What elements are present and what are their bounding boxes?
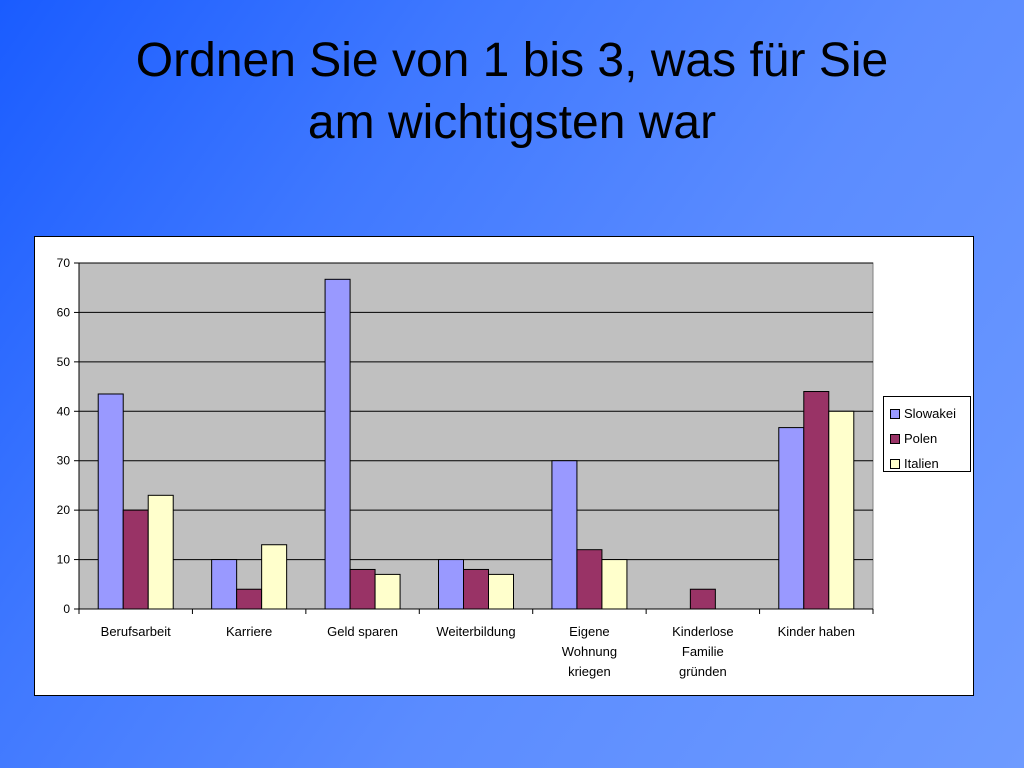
x-category-label: Eigene Wohnung kriegen — [532, 622, 646, 682]
bar-polen-0 — [122, 509, 149, 610]
chart-container: 0 10 20 30 40 50 60 70 Berufsarbeit Karriere Geld… — [34, 236, 974, 696]
y-tick-label: 60 — [57, 305, 71, 319]
slide-title-line-2: am wichtigsten war — [307, 96, 717, 149]
x-category-label-line: Geld sparen — [327, 624, 398, 639]
legend-item-slowakei: Slowakei — [890, 401, 970, 426]
y-tick-label: 0 — [63, 602, 70, 616]
bar-slowakei-0 — [97, 393, 124, 610]
x-category-label-line: Weiterbildung — [436, 624, 516, 639]
bar-chart: 0 10 20 30 40 50 60 70 — [57, 256, 874, 616]
x-category-label-line: Familie — [681, 644, 724, 659]
bar-italien-1 — [261, 544, 288, 610]
x-category-label: Berufsarbeit — [79, 622, 193, 642]
legend-item-italien: Italien — [890, 451, 970, 476]
y-tick-label: 70 — [57, 256, 71, 270]
bar-polen-5 — [689, 588, 716, 610]
slide-title-line-1: Ordnen Sie von 1 bis 3, was für Sie — [135, 34, 889, 87]
y-tick-label: 10 — [57, 553, 71, 567]
legend-item-polen: Polen — [890, 426, 970, 451]
y-tick-label: 20 — [57, 503, 71, 517]
legend-label: Italien — [904, 456, 939, 471]
plot-area — [78, 262, 874, 610]
bar-polen-6 — [803, 391, 830, 610]
bar-italien-2 — [374, 573, 401, 610]
y-tick-label: 50 — [57, 355, 71, 369]
chart-legend: Slowakei Polen Italien — [883, 396, 971, 472]
bar-polen-3 — [463, 568, 489, 610]
bar-italien-0 — [147, 494, 174, 610]
bar-slowakei-4 — [551, 460, 578, 610]
y-tick-label: 40 — [57, 404, 71, 418]
bar-italien-6 — [828, 410, 855, 610]
x-category-label-line: gründen — [678, 664, 727, 679]
bar-polen-4 — [576, 549, 603, 610]
bar-italien-4 — [601, 559, 628, 610]
legend-label: Slowakei — [904, 406, 957, 421]
x-category-label: Kinder haben — [759, 622, 873, 642]
slide-title: Ordnen Sie von 1 bis 3, was für Sie am w… — [0, 30, 1024, 154]
legend-swatch — [890, 433, 900, 444]
bar-polen-1 — [236, 588, 263, 610]
x-category-label-line: Kinder haben — [777, 624, 855, 639]
y-tick-label: 30 — [57, 454, 71, 468]
bar-polen-2 — [349, 568, 376, 610]
bar-slowakei-2 — [324, 278, 351, 610]
x-category-label-line: Wohnung — [561, 644, 618, 659]
x-category-label: Weiterbildung — [419, 622, 533, 642]
legend-label: Polen — [904, 431, 938, 446]
bar-slowakei-6 — [778, 427, 805, 610]
bar-slowakei-3 — [438, 559, 464, 610]
x-category-label: Geld sparen — [306, 622, 420, 642]
x-category-label: Kinderlose Familie gründen — [646, 622, 760, 682]
bar-italien-3 — [488, 573, 514, 610]
x-category-label-line: Kinderlose — [672, 624, 734, 639]
x-category-label: Karriere — [192, 622, 306, 642]
legend-swatch — [890, 408, 900, 419]
x-category-label-line: Eigene — [569, 624, 610, 639]
x-category-label-line: Karriere — [226, 624, 273, 639]
x-category-label-line: Berufsarbeit — [100, 624, 171, 639]
x-category-label-line: kriegen — [568, 664, 611, 679]
legend-swatch — [890, 458, 900, 469]
bar-slowakei-1 — [211, 559, 238, 610]
